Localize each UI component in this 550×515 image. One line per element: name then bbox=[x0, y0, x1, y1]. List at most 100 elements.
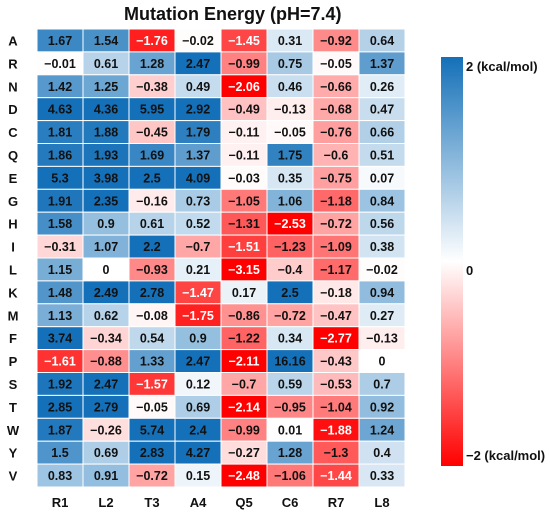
cell-value-H-T3: 0.61 bbox=[140, 217, 164, 231]
cell-value-N-Q5: −2.06 bbox=[228, 80, 260, 94]
cell-value-C-R7: −0.76 bbox=[320, 126, 352, 140]
cell-value-W-T3: 5.74 bbox=[140, 423, 164, 437]
column-label-A4: A4 bbox=[190, 495, 207, 510]
cell-value-F-L2: −0.34 bbox=[90, 332, 122, 346]
cell-value-E-C6: 0.35 bbox=[278, 171, 302, 185]
cell-value-D-T3: 5.95 bbox=[140, 103, 164, 117]
cell-value-L-R1: 1.15 bbox=[48, 263, 72, 277]
cell-value-C-Q5: −0.11 bbox=[229, 126, 260, 140]
cell-value-K-L2: 2.49 bbox=[94, 286, 118, 300]
cell-value-E-A4: 4.09 bbox=[186, 171, 210, 185]
cell-value-M-A4: −1.75 bbox=[182, 309, 214, 323]
cell-value-Y-Q5: −0.27 bbox=[228, 446, 260, 460]
cell-value-L-L2: 0 bbox=[103, 263, 110, 277]
cell-value-C-A4: 1.79 bbox=[186, 126, 210, 140]
cell-value-N-L8: 0.26 bbox=[370, 80, 394, 94]
cell-value-P-T3: 1.33 bbox=[140, 355, 164, 369]
cell-value-V-Q5: −2.48 bbox=[228, 469, 260, 483]
cell-value-L-C6: −0.4 bbox=[278, 263, 303, 277]
column-label-Q5: Q5 bbox=[235, 495, 252, 510]
cell-value-A-A4: −0.02 bbox=[182, 34, 214, 48]
cell-value-V-L8: 0.33 bbox=[370, 469, 394, 483]
row-label-K: K bbox=[8, 285, 18, 300]
cell-value-D-A4: 2.92 bbox=[186, 103, 210, 117]
cell-value-E-L2: 3.98 bbox=[94, 171, 118, 185]
cell-value-F-C6: 0.34 bbox=[278, 332, 302, 346]
row-label-W: W bbox=[7, 423, 20, 438]
cell-value-R-T3: 1.28 bbox=[140, 57, 164, 71]
column-label-R7: R7 bbox=[328, 495, 345, 510]
cell-value-D-L2: 4.36 bbox=[94, 103, 118, 117]
cell-value-Q-R7: −0.6 bbox=[324, 148, 349, 162]
cell-value-Q-L8: 0.51 bbox=[370, 148, 394, 162]
colorbar-mid-label: 0 bbox=[466, 263, 473, 278]
cell-value-S-C6: 0.59 bbox=[278, 377, 302, 391]
cell-value-T-L8: 0.92 bbox=[370, 400, 394, 414]
cell-value-N-R1: 1.42 bbox=[48, 80, 72, 94]
cell-value-P-Q5: −2.11 bbox=[229, 355, 260, 369]
cell-value-Y-L8: 0.4 bbox=[373, 446, 390, 460]
cell-value-V-R7: −1.44 bbox=[320, 469, 352, 483]
cell-value-Q-T3: 1.69 bbox=[140, 148, 164, 162]
cell-value-V-A4: 0.15 bbox=[186, 469, 210, 483]
cell-value-M-T3: −0.08 bbox=[136, 309, 168, 323]
cell-value-R-C6: 0.75 bbox=[278, 57, 302, 71]
column-label-R1: R1 bbox=[52, 495, 69, 510]
cell-value-A-C6: 0.31 bbox=[278, 34, 302, 48]
row-label-T: T bbox=[9, 400, 17, 415]
cell-value-F-Q5: −1.22 bbox=[228, 332, 260, 346]
cell-value-M-Q5: −0.86 bbox=[228, 309, 260, 323]
column-label-L2: L2 bbox=[98, 495, 113, 510]
cell-value-I-L2: 1.07 bbox=[94, 240, 118, 254]
cell-value-G-L8: 0.84 bbox=[370, 194, 394, 208]
column-label-C6: C6 bbox=[282, 495, 299, 510]
cell-value-G-R1: 1.91 bbox=[48, 194, 72, 208]
cell-value-T-L2: 2.79 bbox=[94, 400, 118, 414]
cell-value-Q-L2: 1.93 bbox=[94, 148, 118, 162]
cell-value-A-R7: −0.92 bbox=[320, 34, 352, 48]
cell-value-S-L2: 2.47 bbox=[94, 377, 118, 391]
cell-value-N-T3: −0.38 bbox=[136, 80, 168, 94]
colorbar-bottom-label: −2 (kcal/mol) bbox=[466, 448, 545, 463]
cell-value-Q-R1: 1.86 bbox=[48, 148, 72, 162]
row-label-D: D bbox=[8, 102, 17, 117]
cell-value-T-R1: 2.85 bbox=[48, 400, 72, 414]
cell-value-D-Q5: −0.49 bbox=[228, 103, 260, 117]
cell-value-S-L8: 0.7 bbox=[373, 377, 390, 391]
cell-value-I-R1: −0.31 bbox=[44, 240, 76, 254]
row-label-V: V bbox=[9, 469, 18, 484]
cell-value-M-L8: 0.27 bbox=[370, 309, 394, 323]
cell-value-D-L8: 0.47 bbox=[370, 103, 394, 117]
cell-value-I-R7: −1.09 bbox=[320, 240, 352, 254]
cell-value-N-L2: 1.25 bbox=[94, 80, 118, 94]
cell-value-A-L8: 0.64 bbox=[370, 34, 394, 48]
cell-value-K-Q5: 0.17 bbox=[232, 286, 256, 300]
column-label-L8: L8 bbox=[374, 495, 389, 510]
cell-value-C-T3: −0.45 bbox=[136, 126, 168, 140]
cell-value-R-Q5: −0.99 bbox=[228, 57, 260, 71]
row-label-M: M bbox=[8, 308, 19, 323]
cell-value-T-Q5: −2.14 bbox=[228, 400, 260, 414]
colorbar-gradient bbox=[441, 57, 463, 466]
cell-value-L-Q5: −3.15 bbox=[228, 263, 260, 277]
cell-value-K-L8: 0.94 bbox=[370, 286, 394, 300]
cell-value-H-L2: 0.9 bbox=[97, 217, 114, 231]
heatmap-cell-V-L8 bbox=[358, 463, 406, 488]
cell-value-K-T3: 2.78 bbox=[140, 286, 164, 300]
cell-value-I-A4: −0.7 bbox=[186, 240, 211, 254]
cell-value-S-A4: 0.12 bbox=[186, 377, 210, 391]
cell-value-P-A4: 2.47 bbox=[186, 355, 210, 369]
colorbar: 2 (kcal/mol) 0 −2 (kcal/mol) bbox=[441, 57, 545, 466]
cell-value-C-C6: −0.05 bbox=[274, 126, 306, 140]
cell-value-K-A4: −1.47 bbox=[182, 286, 214, 300]
cell-value-L-L8: −0.02 bbox=[366, 263, 398, 277]
cell-value-Q-C6: 1.75 bbox=[278, 148, 302, 162]
cell-value-F-L8: −0.13 bbox=[366, 332, 398, 346]
cell-value-T-T3: −0.05 bbox=[136, 400, 168, 414]
row-label-F: F bbox=[9, 331, 17, 346]
cell-value-V-C6: −1.06 bbox=[274, 469, 306, 483]
cell-value-E-L8: 0.07 bbox=[370, 171, 394, 185]
cell-value-M-R7: −0.47 bbox=[320, 309, 352, 323]
